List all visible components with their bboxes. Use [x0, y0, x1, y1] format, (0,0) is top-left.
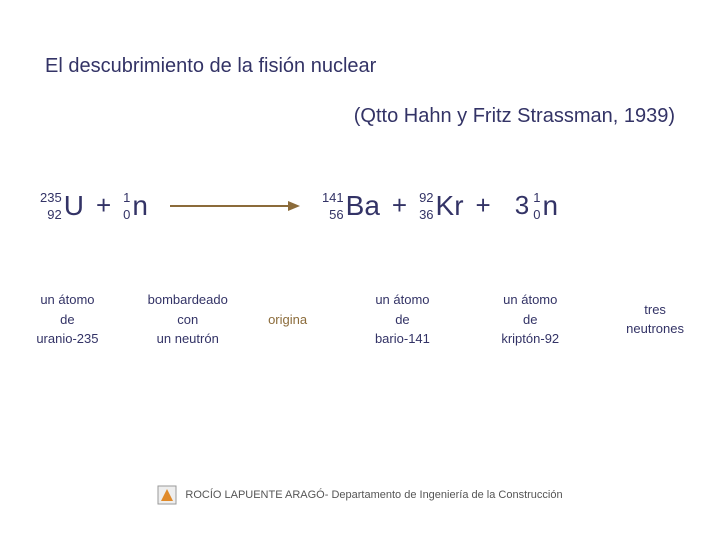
- page-title-line2: (Qtto Hahn y Fritz Strassman, 1939): [354, 105, 675, 128]
- element-symbol: n: [542, 192, 558, 220]
- isotope-neutron-2: 1 0 n: [533, 191, 558, 221]
- desc-krypton: un átomodekriptón-92: [480, 290, 580, 349]
- reaction-arrow: [170, 199, 300, 213]
- desc-barium: un átomodebario-141: [353, 290, 453, 349]
- footer-text: ROCÍO LAPUENTE ARAGÓ- Departamento de In…: [185, 489, 562, 501]
- description-row: un átomodeuranio-235 bombardeadoconun ne…: [20, 290, 700, 349]
- atomic-number: 0: [533, 208, 540, 221]
- plus-operator: +: [392, 190, 407, 221]
- isotope-kr92: 92 36 Kr: [419, 191, 463, 221]
- isotope-u235: 235 92 U: [40, 191, 84, 221]
- mass-number: 1: [123, 191, 130, 204]
- coefficient-3: 3: [515, 190, 529, 221]
- fission-equation: 235 92 U + 1 0 n 141 56 Ba + 92 36 Kr +: [40, 190, 690, 221]
- mass-number: 1: [533, 191, 540, 204]
- isotope-ba141: 141 56 Ba: [322, 191, 380, 221]
- desc-bombard: bombardeadoconun neutrón: [133, 290, 243, 349]
- arrow-head: [288, 201, 300, 211]
- atomic-number: 92: [47, 208, 61, 221]
- atomic-number: 36: [419, 208, 433, 221]
- footer-logo-icon: [157, 485, 177, 505]
- mass-number: 235: [40, 191, 62, 204]
- footer: ROCÍO LAPUENTE ARAGÓ- Departamento de In…: [0, 485, 720, 505]
- atomic-number: 56: [329, 208, 343, 221]
- desc-neutrons: tresneutrones: [610, 300, 700, 339]
- desc-origina: origina: [253, 310, 323, 330]
- isotope-neutron-1: 1 0 n: [123, 191, 148, 221]
- mass-number: 141: [322, 191, 344, 204]
- element-symbol: Kr: [436, 192, 464, 220]
- element-symbol: U: [64, 192, 84, 220]
- desc-uranium: un átomodeuranio-235: [20, 290, 115, 349]
- element-symbol: n: [132, 192, 148, 220]
- atomic-number: 0: [123, 208, 130, 221]
- mass-number: 92: [419, 191, 433, 204]
- element-symbol: Ba: [346, 192, 380, 220]
- plus-operator: +: [96, 190, 111, 221]
- page-title-line1: El descubrimiento de la fisión nuclear: [45, 55, 376, 78]
- plus-operator: +: [476, 190, 491, 221]
